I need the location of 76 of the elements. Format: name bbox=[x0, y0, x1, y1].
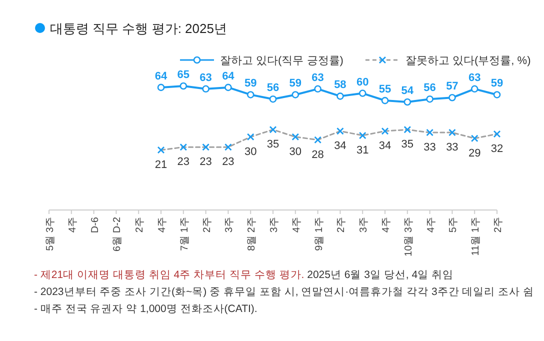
x-tick-label: 3주 bbox=[358, 217, 370, 233]
x-tick-label: 3주 bbox=[224, 217, 236, 233]
point bbox=[493, 91, 501, 98]
x-tick-label: 4주 bbox=[291, 217, 302, 233]
point bbox=[381, 96, 389, 104]
point bbox=[224, 84, 232, 92]
data-label: 63 bbox=[200, 72, 212, 84]
data-label: 64 bbox=[154, 70, 168, 82]
data-label: 63 bbox=[312, 72, 324, 84]
point bbox=[426, 95, 434, 103]
data-label: 31 bbox=[356, 144, 369, 156]
point bbox=[269, 95, 277, 103]
x-tick-label: 9월 1주 bbox=[314, 217, 325, 251]
x-tick-label: 5주 bbox=[448, 217, 460, 233]
x-tick-label: 7월 1주 bbox=[179, 217, 190, 251]
data-label: 59 bbox=[244, 78, 257, 90]
text: 2025년 6월 3일 당선, 4일 취임 bbox=[304, 269, 454, 281]
data-label: 33 bbox=[446, 142, 458, 154]
legend-label: 잘하고 있다(직무 긍정률) bbox=[220, 55, 344, 67]
x-tick-label: 4주 bbox=[381, 217, 392, 233]
data-label: 23 bbox=[222, 156, 234, 168]
chart-title: 대통령 직무 수행 평가: 2025년 bbox=[50, 21, 227, 36]
x-tick-label: 4주 bbox=[426, 217, 437, 233]
data-label: 60 bbox=[356, 76, 369, 88]
point bbox=[246, 91, 254, 98]
x-tick-label: 5월 3주 bbox=[45, 217, 56, 251]
data-label: 28 bbox=[312, 148, 324, 161]
x-tick-label: 2주 bbox=[134, 217, 146, 233]
x-tick-label: 3주 bbox=[269, 217, 280, 233]
data-label: 35 bbox=[401, 138, 414, 151]
x-tick-label: 2주 bbox=[493, 217, 504, 233]
x-tick-label: 10월 3주 bbox=[403, 217, 414, 256]
data-label: 64 bbox=[222, 70, 236, 82]
point bbox=[336, 92, 344, 100]
point bbox=[358, 90, 366, 97]
data-label: 56 bbox=[424, 82, 436, 94]
data-label: 32 bbox=[490, 143, 504, 155]
data-label: 23 bbox=[177, 156, 190, 168]
data-label: 21 bbox=[154, 159, 168, 171]
point bbox=[314, 85, 322, 93]
x-tick-label: 4주 bbox=[67, 217, 78, 233]
data-label: 57 bbox=[446, 80, 458, 93]
data-label: 34 bbox=[378, 140, 392, 152]
point bbox=[292, 91, 300, 98]
x-tick-label: 4주 bbox=[157, 217, 168, 233]
point bbox=[448, 94, 456, 102]
point bbox=[202, 85, 210, 93]
x-tick-label: 8월 2주 bbox=[246, 217, 258, 251]
text: - 2023년부터 주중 조사 기간(화~목) 중 휴무일 포함 시, 연말연시·여름휴가철 각각 3주간 데일리 조사 쉼 bbox=[34, 286, 534, 298]
data-label: 58 bbox=[334, 79, 346, 92]
x-tick-label: 11월 1주 bbox=[470, 217, 482, 256]
data-label: 33 bbox=[424, 142, 436, 154]
text: - 매주 전국 유권자 약 1,000명 전화조사(CATI). bbox=[34, 303, 258, 315]
data-label: 23 bbox=[200, 156, 212, 168]
data-label: 54 bbox=[401, 85, 414, 97]
point bbox=[157, 84, 165, 92]
data-label: 63 bbox=[468, 72, 481, 84]
data-label: 56 bbox=[266, 82, 280, 94]
x-tick-label: 6월 D-2 bbox=[112, 216, 124, 252]
data-label: 59 bbox=[289, 78, 302, 90]
data-label: 65 bbox=[177, 69, 190, 81]
x-tick-label: D-6 bbox=[90, 216, 101, 234]
point bbox=[470, 85, 478, 93]
point bbox=[180, 82, 188, 90]
x-tick-label: 2주 bbox=[202, 217, 213, 233]
text: - 제21대 이재명 대통령 취임 4주 차부터 직무 수행 평가. bbox=[34, 269, 304, 281]
point bbox=[404, 98, 412, 106]
data-label: 30 bbox=[244, 146, 257, 158]
data-label: 59 bbox=[490, 78, 504, 90]
data-label: 29 bbox=[468, 147, 481, 160]
x-tick-label: 2주 bbox=[336, 217, 348, 233]
data-label: 34 bbox=[334, 140, 346, 152]
data-label: 35 bbox=[266, 138, 280, 151]
legend-label: 잘못하고 있다(부정률, %) bbox=[405, 55, 531, 67]
data-label: 55 bbox=[378, 84, 392, 96]
data-label: 30 bbox=[289, 146, 302, 158]
